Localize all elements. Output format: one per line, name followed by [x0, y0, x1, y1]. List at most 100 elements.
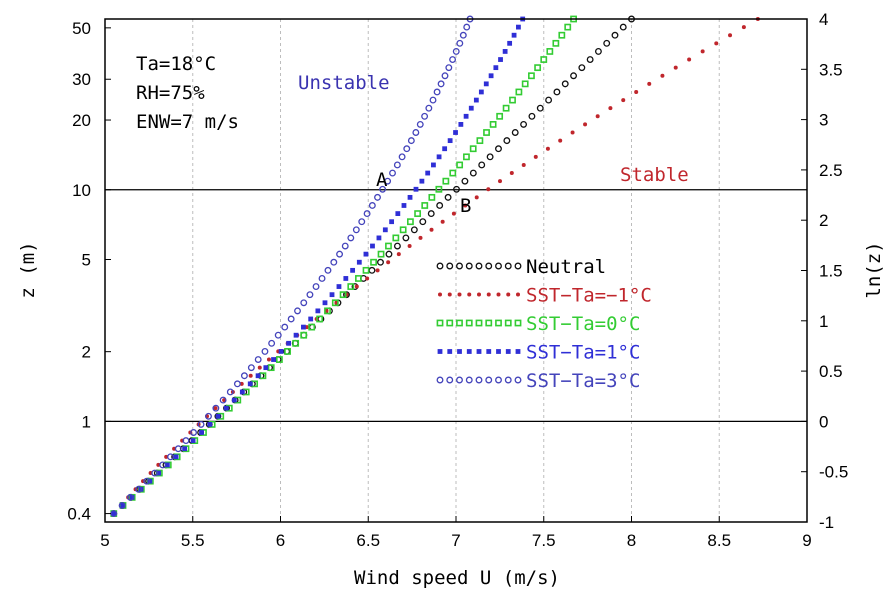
data-point — [219, 396, 227, 404]
data-point — [212, 404, 220, 412]
legend-marker — [485, 376, 493, 384]
data-point — [156, 470, 162, 476]
data-point — [407, 218, 414, 226]
legend-marker — [495, 376, 502, 384]
x-tick-label: 6 — [276, 531, 285, 550]
y-axis-label-left: z (m) — [17, 241, 39, 298]
data-point — [386, 260, 391, 265]
data-point — [379, 185, 387, 193]
data-point — [516, 24, 521, 30]
y-right-tick-label: 0.5 — [819, 362, 843, 381]
data-point — [350, 267, 356, 273]
legend-marker — [447, 292, 452, 297]
data-point — [207, 421, 213, 427]
data-point — [182, 437, 190, 445]
data-point — [497, 179, 502, 184]
legend-marker — [505, 349, 511, 354]
legend-marker — [504, 319, 512, 327]
y-right-tick-label: -1 — [819, 513, 834, 532]
data-point — [143, 477, 151, 485]
data-point — [292, 339, 300, 347]
data-point — [324, 307, 331, 315]
legend-marker — [465, 376, 473, 384]
data-point — [318, 275, 326, 282]
legend-item: Neutral — [436, 256, 606, 278]
data-point — [442, 146, 448, 152]
legend-marker — [467, 292, 472, 297]
data-point — [263, 365, 269, 371]
data-point — [621, 98, 626, 103]
data-point — [594, 47, 602, 55]
data-point — [611, 31, 619, 39]
legend-marker — [465, 319, 473, 327]
data-point — [261, 347, 269, 355]
data-point — [347, 234, 355, 242]
data-point — [509, 171, 514, 176]
data-point — [552, 39, 560, 47]
data-point — [398, 153, 406, 161]
data-point — [370, 258, 377, 266]
data-point — [389, 169, 396, 177]
data-point — [558, 31, 566, 39]
legend-label: Neutral — [526, 256, 606, 278]
data-point — [392, 234, 400, 242]
y-axis-label-right: ln(z) — [863, 241, 885, 298]
data-point — [385, 242, 392, 250]
data-point — [173, 454, 179, 460]
data-point — [515, 88, 523, 96]
data-point — [595, 114, 600, 119]
data-point — [511, 129, 519, 136]
data-point — [129, 494, 135, 500]
data-point — [478, 89, 484, 95]
data-point — [343, 276, 349, 281]
legend-marker — [475, 319, 483, 327]
legend-marker — [476, 349, 482, 354]
data-point — [226, 388, 234, 396]
data-point — [461, 177, 469, 185]
y-right-tick-label: 1.5 — [819, 262, 843, 281]
data-point — [247, 381, 253, 387]
data-point — [444, 193, 452, 201]
data-point — [118, 502, 126, 509]
stable-label: Stable — [620, 164, 689, 186]
data-point — [413, 186, 419, 192]
series-points — [111, 17, 760, 516]
data-point — [483, 129, 490, 136]
data-point — [368, 266, 376, 274]
y-right-tick-label: 2 — [819, 211, 828, 230]
data-point — [223, 405, 229, 411]
data-point — [442, 177, 450, 185]
data-point — [363, 251, 369, 257]
legend-item: SST−Ta=−1°C — [438, 285, 652, 307]
data-point — [536, 104, 544, 112]
data-point — [156, 462, 161, 467]
data-point — [281, 323, 289, 331]
data-point — [300, 299, 308, 307]
data-point — [339, 291, 347, 299]
legend-item: SST−Ta=3°C — [436, 370, 640, 392]
data-point — [254, 356, 262, 363]
x-tick-label: 7.5 — [532, 531, 556, 550]
data-point — [503, 137, 511, 145]
data-point — [286, 340, 292, 346]
right-y-axis-ticks: -1 -0.5 0 0.5 1 1.5 2 2.5 3 3.5 4 — [801, 10, 848, 532]
x-tick-label: 6.5 — [356, 531, 380, 550]
data-point — [540, 56, 548, 63]
data-point — [267, 364, 275, 372]
data-point — [403, 145, 411, 153]
data-point — [377, 250, 385, 258]
data-point — [647, 81, 652, 86]
legend-marker — [504, 262, 512, 270]
data-point — [135, 485, 143, 493]
data-point — [407, 137, 415, 145]
conditions-box: Ta=18°C RH=75% ENW=7 m/s — [136, 53, 239, 133]
data-point — [436, 202, 444, 209]
legend-marker — [437, 349, 443, 354]
legend-label: SST−Ta=−1°C — [526, 285, 652, 307]
data-point — [393, 242, 401, 250]
data-point — [498, 57, 503, 62]
data-point — [308, 323, 316, 331]
data-point — [384, 177, 392, 185]
data-point — [199, 430, 204, 435]
data-point — [341, 242, 349, 250]
